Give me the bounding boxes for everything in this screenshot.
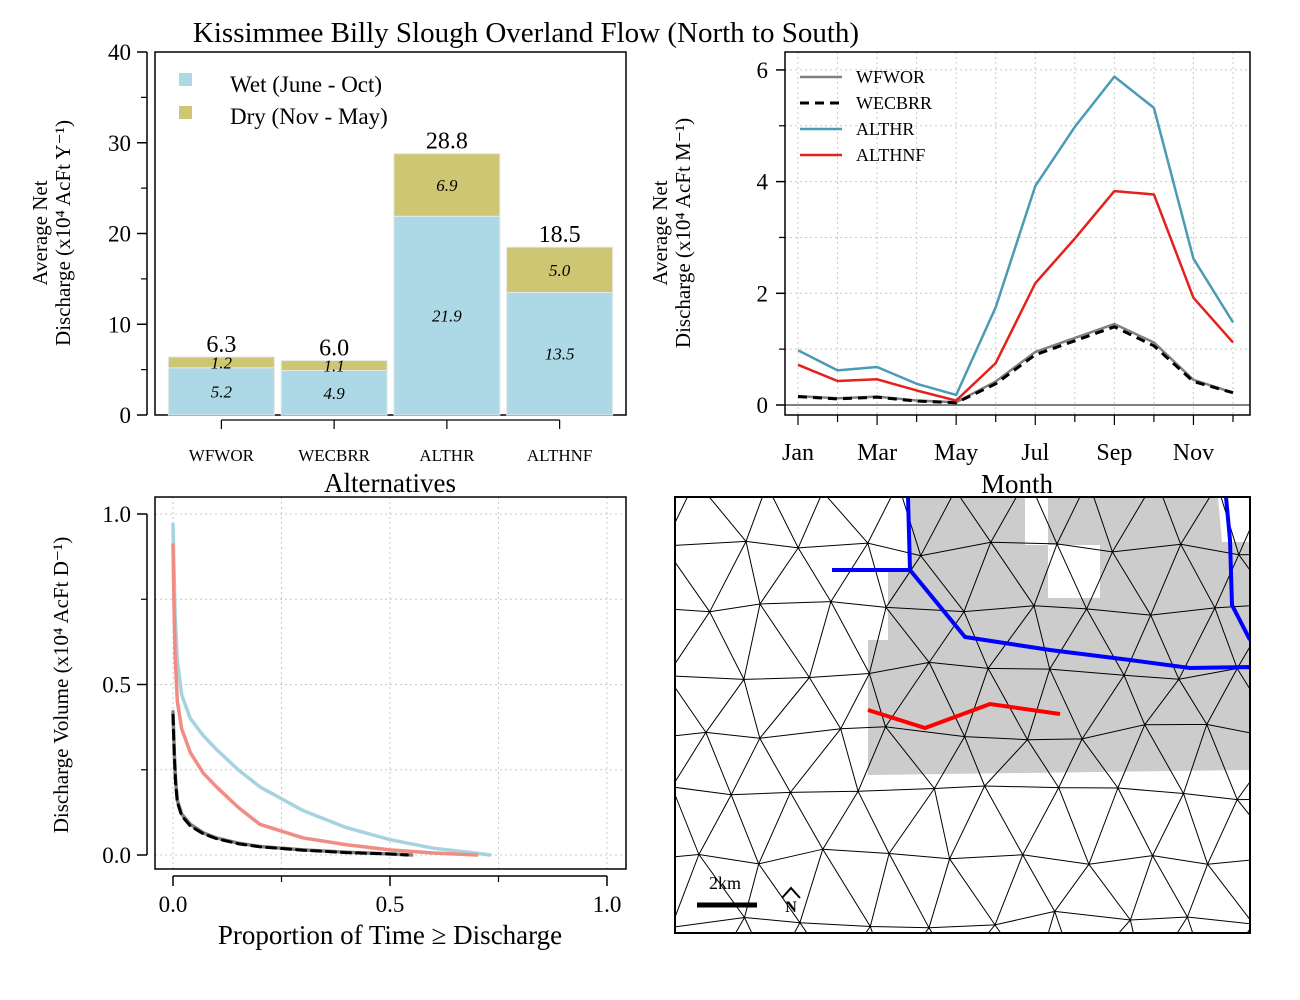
bar-label-wet: 13.5 (545, 345, 575, 364)
flow-zone (868, 497, 1250, 775)
legend-label-dry: Dry (Nov - May) (230, 104, 388, 129)
flow-zone-gap (1025, 497, 1100, 598)
exceedance-x-axis-title: Proportion of Time ≥ Discharge (218, 920, 562, 950)
bar-y-tick-label: 10 (108, 312, 131, 337)
exceedance-series-wecbrr (171, 713, 409, 857)
legend-label-wet: Wet (June - Oct) (230, 72, 382, 97)
bar-y-axis-title-line2: Discharge (x10⁴ AcFt Y⁻¹) (51, 120, 75, 346)
line-y-axis-title-line2: Discharge (x10⁴ AcFt M⁻¹) (671, 118, 695, 348)
line-legend-label: WECBRR (856, 93, 932, 113)
exceedance-y-tick-label: 0.0 (102, 843, 131, 868)
line-y-tick-label: 6 (757, 58, 769, 83)
bar-chart-frame (154, 51, 627, 416)
exceedance-series-althnf (171, 542, 479, 857)
exceedance-series-althr (171, 522, 492, 857)
bar-label-dry: 5.0 (549, 261, 571, 280)
bar-segment-wet (167, 367, 275, 416)
line-series-althnf (797, 189, 1234, 402)
line-y-tick-label: 2 (757, 281, 769, 306)
line-legend-label: WFWOR (856, 67, 925, 87)
bar-y-axis: 0 10 20 30 40 (108, 40, 148, 428)
bar-x-tick-label: WECBRR (298, 446, 370, 465)
bar-y-axis-title-line1: Average Net (28, 180, 52, 285)
monthly-line-chart-panel: 0 2 4 6 Jan Mar May Jul Sep Nov WFWOR WECBRR ALTHR… (648, 51, 1251, 499)
line-y-tick-label: 0 (757, 393, 769, 418)
exceedance-y-axis: 0.0 0.5 1.0 (102, 502, 148, 868)
line-x-tick-label: Mar (857, 440, 897, 466)
line-x-tick-label: Jan (782, 440, 814, 466)
line-x-tick-label: Sep (1096, 440, 1132, 466)
bar-label-dry: 6.9 (436, 176, 458, 195)
line-chart-frame (784, 51, 1251, 416)
bar-label-total: 6.3 (206, 332, 236, 358)
line-legend: WFWOR WECBRR ALTHR ALTHNF (800, 67, 932, 165)
bar-label-total: 18.5 (539, 222, 581, 248)
exceedance-x-tick-label: 1.0 (593, 892, 622, 917)
bar-label-wet: 4.9 (324, 384, 346, 403)
bar-y-tick-label: 30 (108, 131, 131, 156)
exceedance-chart-panel: 0.0 0.5 1.0 0.0 0.5 1.0 Proportion of Time ≥… (49, 496, 627, 950)
line-x-axis: Jan Mar May Jul Sep Nov (782, 415, 1234, 466)
exceedance-x-axis: 0.0 0.5 1.0 (159, 875, 622, 917)
bar-y-tick-label: 0 (120, 403, 132, 428)
bar-series: 5.2 1.26.3 4.9 1.16.0 21.9 6.9 28.8 13.5 5.0 18.5 (167, 129, 614, 416)
bar-label-wet: 21.9 (432, 307, 462, 326)
line-x-tick-label: Nov (1173, 440, 1214, 466)
exceedance-x-tick-label: 0.0 (159, 892, 188, 917)
bar-label-dry: 1.1 (324, 357, 345, 376)
bar-label-dry: 1.2 (211, 353, 233, 372)
exceedance-y-axis-title: Discharge Volume (x10⁴ AcFt D⁻¹) (49, 537, 73, 834)
exceedance-y-tick-label: 0.5 (102, 673, 131, 698)
bar-segment-dry (167, 356, 275, 369)
line-y-axis: 0 2 4 6 (757, 58, 785, 418)
bar-segment-dry (280, 360, 388, 372)
exceedance-series (171, 522, 492, 857)
bar-x-tick-label: ALTHR (419, 446, 475, 465)
line-y-axis-title-line1: Average Net (648, 180, 672, 285)
line-legend-label: ALTHNF (856, 145, 925, 165)
bar-y-tick-label: 40 (108, 40, 131, 65)
bar-label-total: 28.8 (426, 129, 468, 155)
bar-x-axis: WFWOR WECBRR ALTHR ALTHNF (189, 419, 593, 465)
line-grid (785, 52, 1250, 415)
mesh-map-panel: 2km N (674, 496, 1251, 934)
line-series-althr (797, 75, 1235, 397)
line-series-wfwor (797, 322, 1234, 404)
bar-segment-dry (393, 153, 501, 217)
exceedance-y-tick-label: 1.0 (102, 502, 131, 527)
svg-text:N: N (785, 899, 797, 916)
exceedance-x-tick-label: 0.5 (376, 892, 405, 917)
line-x-tick-label: May (934, 440, 978, 466)
line-series-wecbrr (797, 325, 1234, 405)
east-boundary-line (1224, 497, 1250, 641)
exceedance-grid (155, 497, 626, 869)
north-arrow-icon: N (781, 886, 801, 916)
bar-x-tick-label: WFWOR (189, 446, 255, 465)
bar-y-tick-label: 20 (108, 222, 131, 247)
scale-bar-label: 2km (709, 873, 741, 893)
exceedance-chart-frame (154, 496, 627, 870)
bar-x-axis-title: Alternatives (324, 468, 456, 498)
bar-segment-wet (506, 291, 614, 416)
line-y-tick-label: 4 (757, 170, 769, 195)
legend-swatch-wet (179, 73, 192, 86)
line-x-tick-label: Jul (1021, 440, 1049, 466)
line-x-axis-title: Month (981, 469, 1054, 499)
legend-swatch-dry (179, 106, 192, 119)
bar-label-total: 6.0 (319, 336, 349, 362)
line-series (797, 75, 1235, 405)
bar-chart-panel: 0 10 20 30 40 5.2 1.26.3 4.9 1.16.0 21.9 6.9 28.8 1… (28, 40, 627, 498)
map-frame (674, 496, 1251, 934)
line-legend-label: ALTHR (856, 119, 914, 139)
west-boundary-line (906, 497, 912, 571)
bar-x-tick-label: ALTHNF (527, 446, 593, 465)
bar-label-wet: 5.2 (211, 382, 233, 401)
transect-line (867, 701, 1061, 731)
figure-title: Kissimmee Billy Slough Overland Flow (No… (193, 17, 859, 49)
bar-segment-dry (506, 246, 614, 293)
